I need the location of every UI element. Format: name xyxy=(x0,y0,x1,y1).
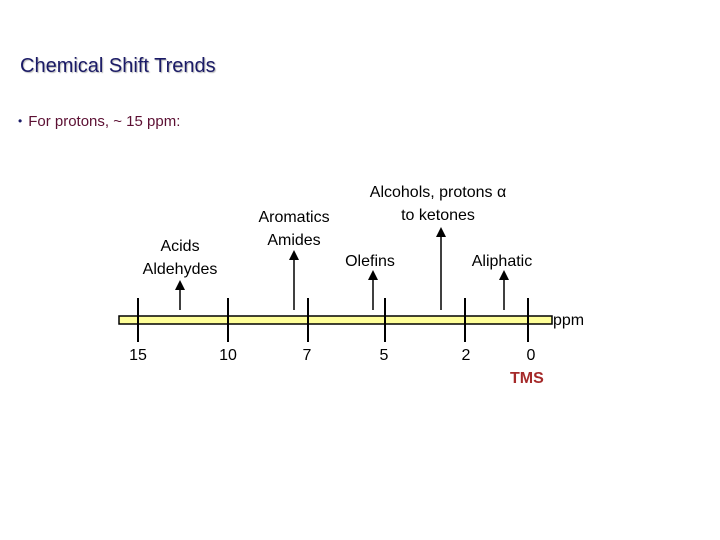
tick-label-7: 7 xyxy=(302,347,312,364)
tick-label-10: 10 xyxy=(219,347,237,364)
region-label-aldehydes: Aldehydes xyxy=(142,261,218,278)
region-label-alcohols: Alcohols, protons α xyxy=(369,184,507,201)
ppm-bar xyxy=(118,315,553,325)
tick-label-5: 5 xyxy=(379,347,389,364)
tick-label-2: 2 xyxy=(461,347,471,364)
bullet-text: For protons, ~ 15 ppm: xyxy=(28,113,181,130)
slide-title: Chemical Shift Trends xyxy=(20,55,216,77)
region-label-to-ketones: to ketones xyxy=(401,207,475,224)
region-label-acids-aldehydes: Acids Aldehydes xyxy=(134,235,226,281)
region-label-acids: Acids xyxy=(160,238,200,255)
region-label-alcohols-ketones: Alcohols, protons α to ketones xyxy=(358,181,518,227)
region-label-aromatics: Aromatics xyxy=(258,209,330,226)
region-label-aliphatic: Aliphatic xyxy=(471,253,533,270)
bullet-dot-icon: • xyxy=(18,114,23,128)
tick-label-15: 15 xyxy=(129,347,147,364)
bullet-item: • For protons, ~ 15 ppm: xyxy=(18,113,180,130)
tms-label: TMS xyxy=(510,370,544,387)
tick-label-0: 0 xyxy=(526,347,536,364)
region-label-aromatics-amides: Aromatics Amides xyxy=(244,206,344,252)
axis-unit-label: ppm xyxy=(553,312,585,329)
region-label-olefins: Olefins xyxy=(345,253,395,270)
region-label-amides: Amides xyxy=(267,232,321,249)
